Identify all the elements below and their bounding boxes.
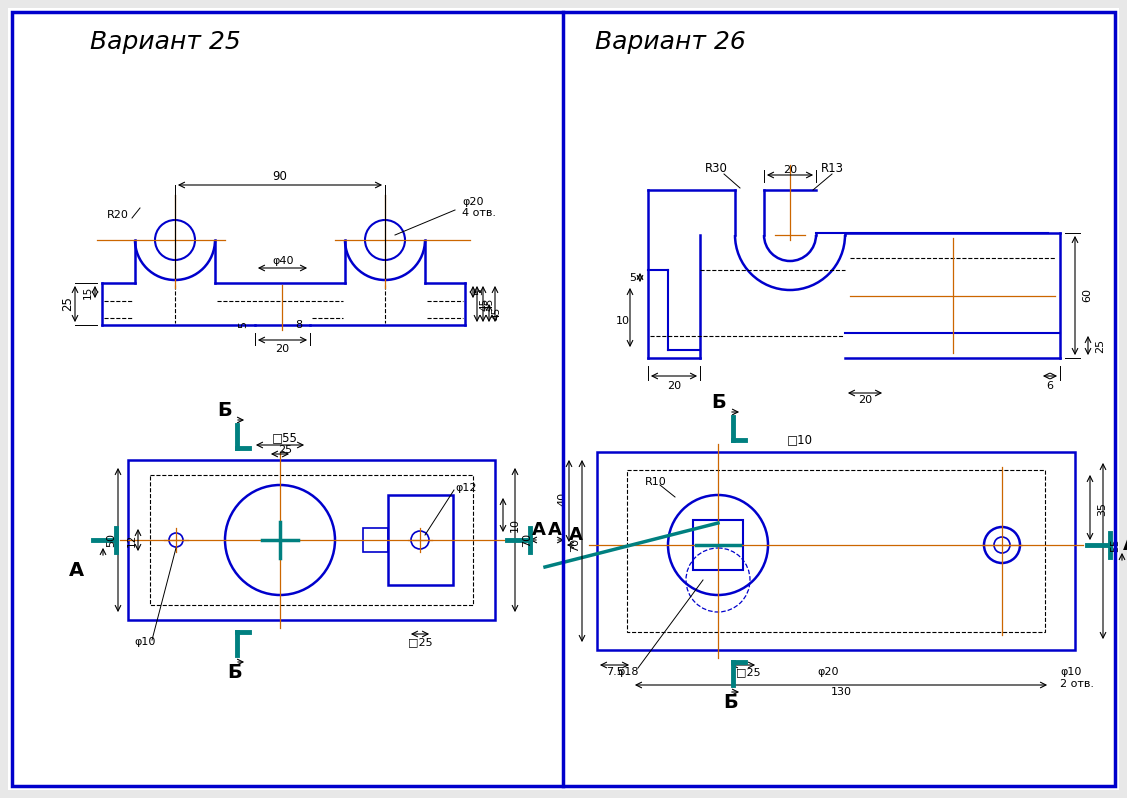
Text: R20: R20 bbox=[107, 210, 128, 220]
Text: 35: 35 bbox=[1097, 501, 1107, 516]
Text: 20: 20 bbox=[667, 381, 681, 391]
Text: φ10: φ10 bbox=[1061, 667, 1082, 677]
Text: Вариант 26: Вариант 26 bbox=[595, 30, 746, 54]
Text: 4 отв.: 4 отв. bbox=[462, 208, 496, 218]
Text: 70: 70 bbox=[522, 533, 532, 547]
Text: А: А bbox=[548, 521, 562, 539]
Text: А: А bbox=[532, 521, 545, 539]
Text: 45: 45 bbox=[491, 306, 502, 320]
Text: Б: Б bbox=[724, 693, 738, 712]
Text: Б: Б bbox=[228, 662, 242, 681]
Bar bbox=[693, 520, 743, 570]
Text: Б: Б bbox=[218, 401, 232, 420]
Text: 90: 90 bbox=[273, 171, 287, 184]
Text: 20: 20 bbox=[275, 344, 290, 354]
Text: 5: 5 bbox=[630, 273, 637, 283]
Text: 8: 8 bbox=[295, 320, 303, 330]
Text: 10: 10 bbox=[511, 518, 520, 532]
Text: 25: 25 bbox=[62, 297, 74, 311]
Text: □55: □55 bbox=[272, 432, 298, 444]
Text: □25: □25 bbox=[408, 637, 433, 647]
Text: 2 отв.: 2 отв. bbox=[1061, 679, 1094, 689]
Text: 45: 45 bbox=[479, 298, 489, 310]
Text: 7.5: 7.5 bbox=[606, 667, 624, 677]
Text: 6: 6 bbox=[1047, 381, 1054, 391]
Text: Вариант 25: Вариант 25 bbox=[90, 30, 241, 54]
Text: R10: R10 bbox=[645, 477, 667, 487]
Text: 130: 130 bbox=[831, 687, 852, 697]
Text: 25: 25 bbox=[1095, 338, 1104, 353]
Text: А: А bbox=[1122, 535, 1127, 555]
Text: 20: 20 bbox=[783, 165, 797, 175]
Text: А: А bbox=[69, 560, 83, 579]
Text: Б: Б bbox=[711, 393, 727, 412]
Text: 20: 20 bbox=[858, 395, 872, 405]
Bar bbox=[128, 460, 495, 620]
Text: φ18: φ18 bbox=[618, 667, 639, 677]
Bar bbox=[597, 452, 1075, 650]
Text: 25: 25 bbox=[278, 445, 292, 455]
Bar bbox=[363, 528, 388, 552]
Text: φ10: φ10 bbox=[134, 637, 156, 647]
Text: 5: 5 bbox=[238, 322, 248, 329]
Text: 40: 40 bbox=[557, 492, 567, 506]
Text: А: А bbox=[569, 526, 583, 544]
Text: 50: 50 bbox=[106, 533, 116, 547]
Text: 15: 15 bbox=[83, 286, 94, 298]
Text: 5: 5 bbox=[474, 289, 483, 295]
Text: R13: R13 bbox=[820, 161, 843, 175]
Text: □10: □10 bbox=[787, 433, 813, 447]
Text: φ12: φ12 bbox=[455, 483, 477, 493]
Text: 12: 12 bbox=[127, 533, 137, 547]
Text: 10: 10 bbox=[616, 317, 630, 326]
Text: 70: 70 bbox=[570, 538, 580, 552]
Bar bbox=[388, 495, 453, 585]
Text: 55: 55 bbox=[1110, 538, 1120, 552]
Text: φ40: φ40 bbox=[273, 256, 294, 266]
Text: R30: R30 bbox=[704, 161, 727, 175]
Bar bbox=[150, 475, 473, 605]
Text: 45: 45 bbox=[483, 298, 494, 310]
Text: φ20: φ20 bbox=[817, 667, 838, 677]
Bar bbox=[627, 470, 1045, 632]
Text: □25: □25 bbox=[736, 667, 761, 677]
Text: φ20: φ20 bbox=[462, 197, 483, 207]
Text: 60: 60 bbox=[1082, 289, 1092, 302]
